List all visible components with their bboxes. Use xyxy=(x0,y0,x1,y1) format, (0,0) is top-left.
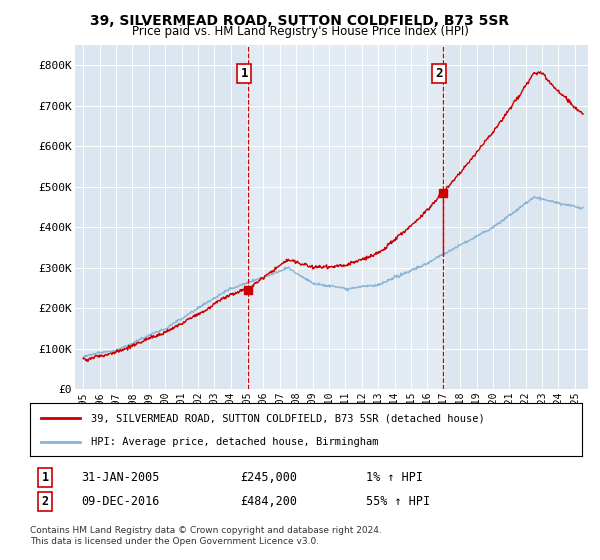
Text: 1% ↑ HPI: 1% ↑ HPI xyxy=(366,470,423,484)
Text: 09-DEC-2016: 09-DEC-2016 xyxy=(81,494,160,508)
Text: 2: 2 xyxy=(435,67,442,80)
Bar xyxy=(248,45,443,389)
Text: £245,000: £245,000 xyxy=(240,470,297,484)
Text: Contains HM Land Registry data © Crown copyright and database right 2024.
This d: Contains HM Land Registry data © Crown c… xyxy=(30,526,382,546)
Text: 1: 1 xyxy=(41,470,49,484)
Text: £484,200: £484,200 xyxy=(240,494,297,508)
Text: 2: 2 xyxy=(41,494,49,508)
Text: 31-JAN-2005: 31-JAN-2005 xyxy=(81,470,160,484)
Text: 1: 1 xyxy=(241,67,248,80)
Text: 39, SILVERMEAD ROAD, SUTTON COLDFIELD, B73 5SR: 39, SILVERMEAD ROAD, SUTTON COLDFIELD, B… xyxy=(91,14,509,28)
Text: Price paid vs. HM Land Registry's House Price Index (HPI): Price paid vs. HM Land Registry's House … xyxy=(131,25,469,38)
Text: 55% ↑ HPI: 55% ↑ HPI xyxy=(366,494,430,508)
Text: HPI: Average price, detached house, Birmingham: HPI: Average price, detached house, Birm… xyxy=(91,436,378,446)
Text: 39, SILVERMEAD ROAD, SUTTON COLDFIELD, B73 5SR (detached house): 39, SILVERMEAD ROAD, SUTTON COLDFIELD, B… xyxy=(91,413,484,423)
